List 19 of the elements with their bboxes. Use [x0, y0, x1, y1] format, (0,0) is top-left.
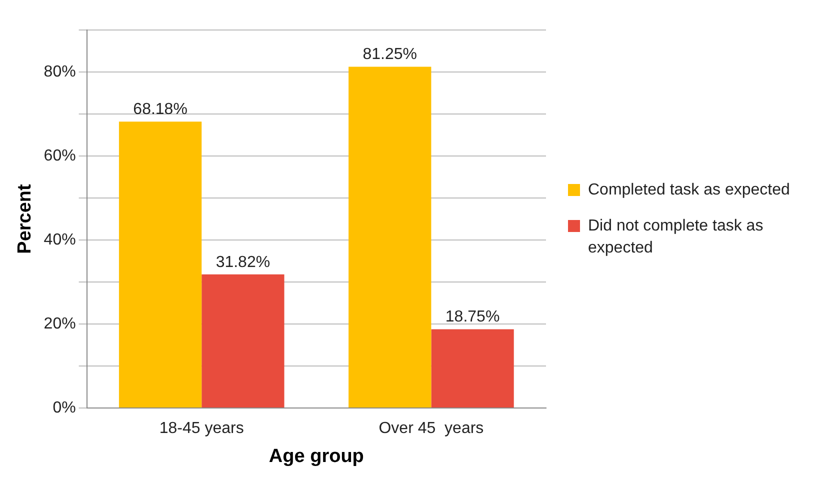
legend-label: Completed task as expected [588, 181, 790, 198]
bar [202, 274, 284, 408]
y-tick-label: 0% [52, 399, 76, 416]
y-tick-label: 20% [44, 315, 76, 332]
y-tick-label: 40% [44, 231, 76, 248]
bar [348, 66, 432, 408]
legend-label: Did not complete task as expected [588, 217, 764, 256]
text: 68.18% [133, 101, 188, 118]
bar [118, 122, 202, 408]
y-tick-label: 60% [44, 147, 76, 164]
y-tick-label: 80% [44, 63, 76, 80]
text: 18.75% [445, 308, 500, 326]
x-tick-label: 18-45 years [159, 420, 244, 438]
x-tick-label: Over 45 years [378, 420, 484, 438]
text: 81.25% [362, 46, 418, 64]
bar [431, 329, 514, 408]
x-axis-title: Age group [268, 446, 364, 467]
y-axis-title: Percent [14, 183, 36, 254]
text: 31.82% [216, 254, 270, 271]
